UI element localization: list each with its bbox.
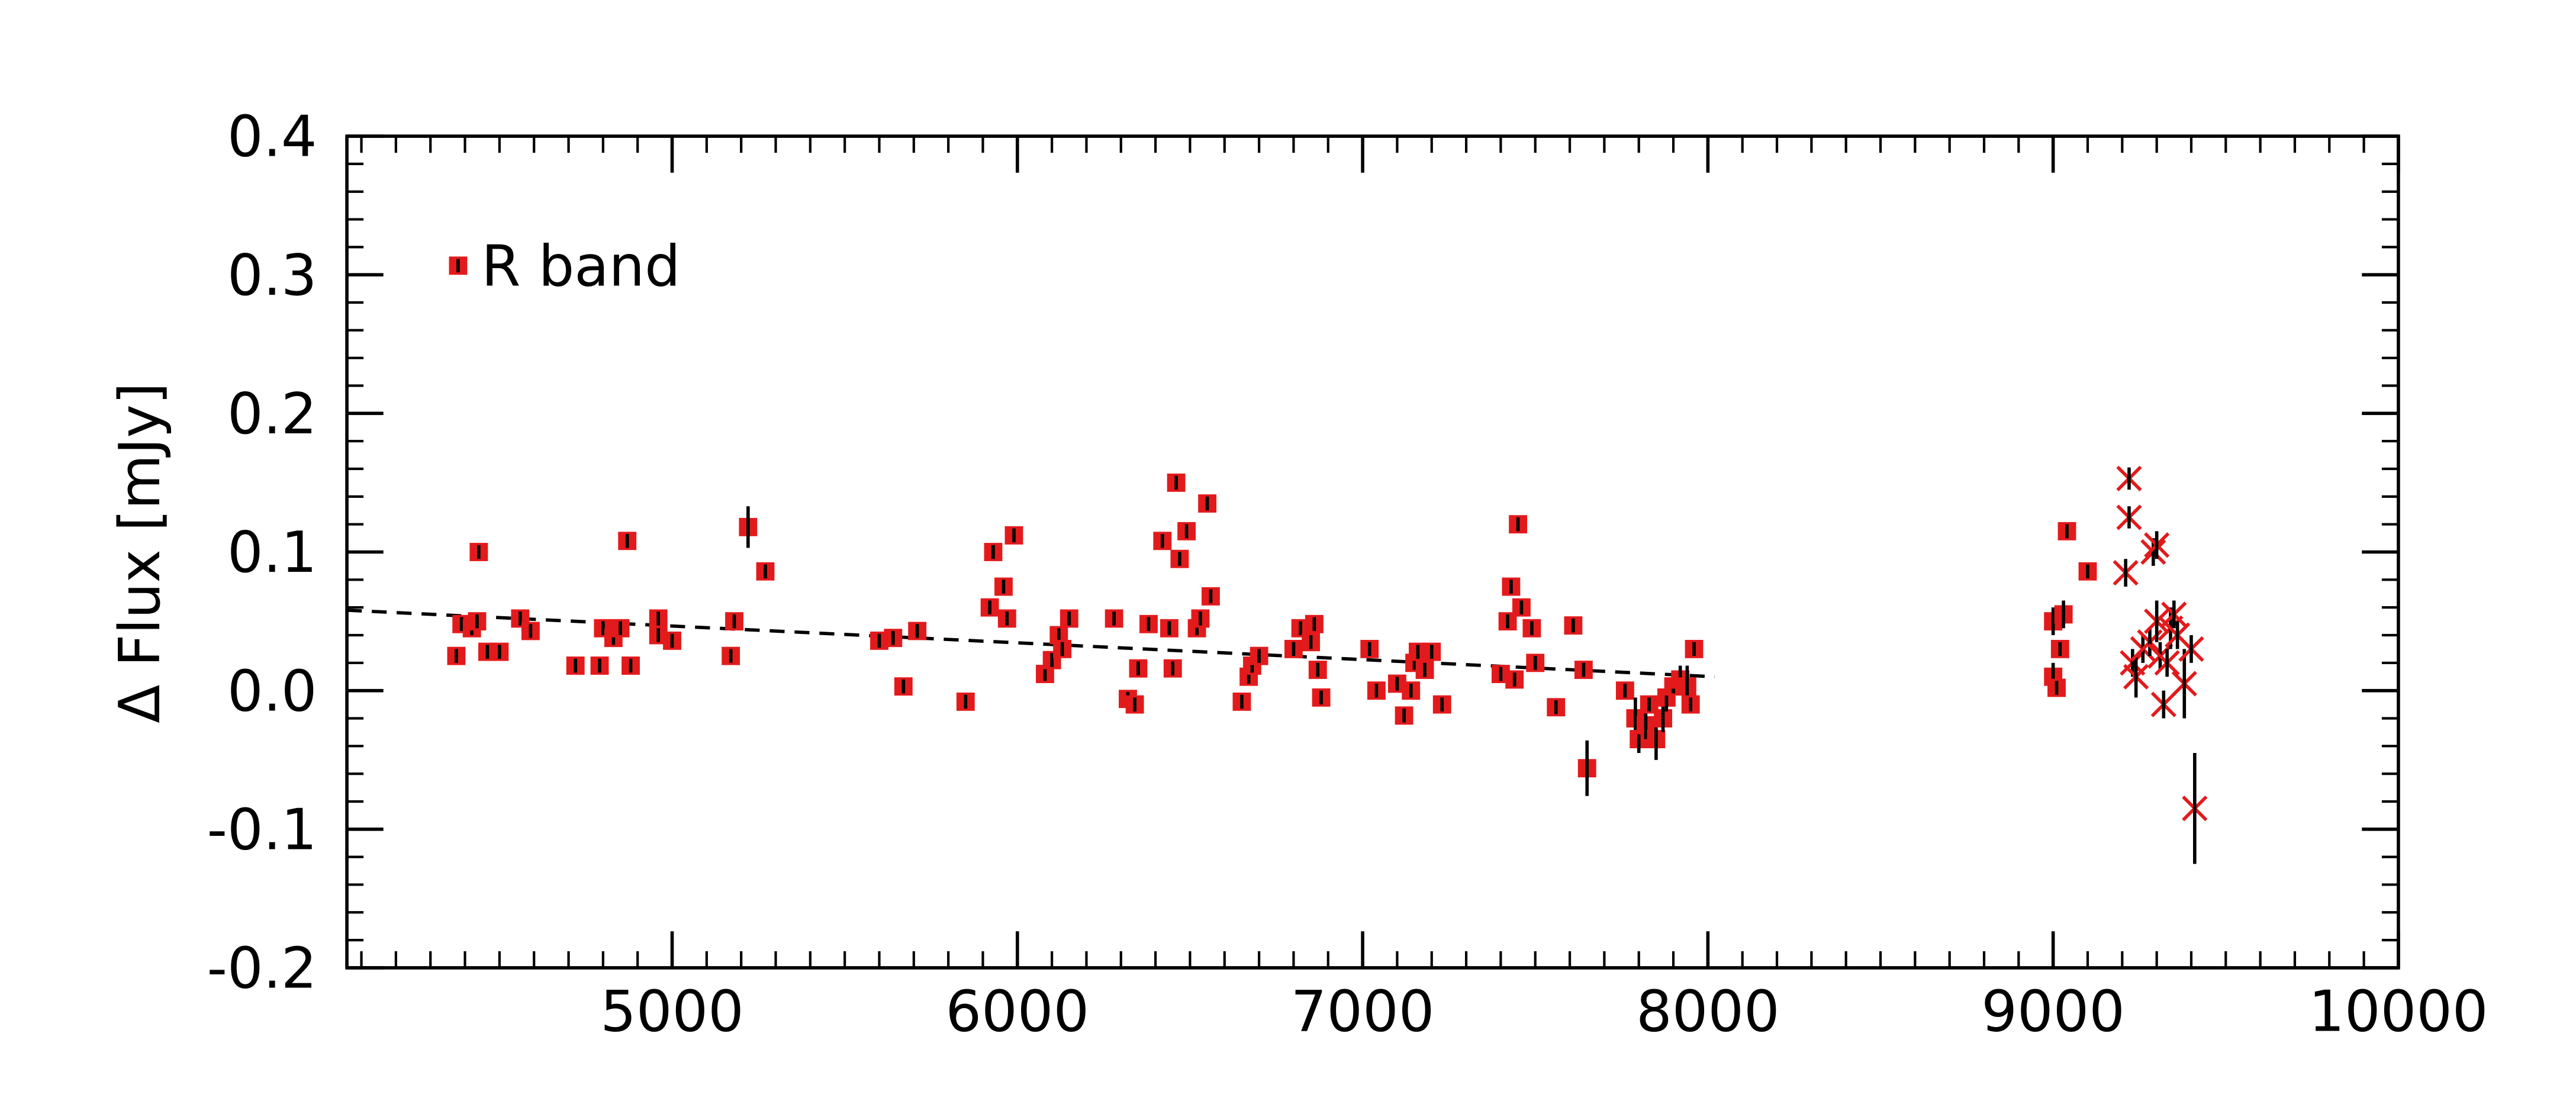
trend-line [346, 609, 1715, 679]
x-tick-label: 10000 [2308, 979, 2488, 1044]
y-tick-label: 0.2 [227, 382, 317, 447]
y-axis-label: Δ Flux [mJy] [108, 382, 173, 723]
y-tick-label: 0.4 [227, 105, 317, 170]
x-tick-label: 5000 [600, 979, 744, 1044]
x-tick-label: 9000 [1981, 979, 2125, 1044]
y-tick-label: 0.1 [227, 520, 317, 585]
y-tick-label: 0.0 [227, 659, 317, 724]
y-tick-label: -0.1 [207, 797, 317, 862]
y-tick-label: -0.2 [207, 936, 317, 1002]
x-tick-label: 6000 [946, 979, 1090, 1044]
x-tick-label: 7000 [1291, 979, 1435, 1044]
x-tick-label: 8000 [1636, 979, 1780, 1044]
legend-label: R band [481, 234, 680, 299]
y-tick-label: 0.3 [227, 243, 317, 308]
